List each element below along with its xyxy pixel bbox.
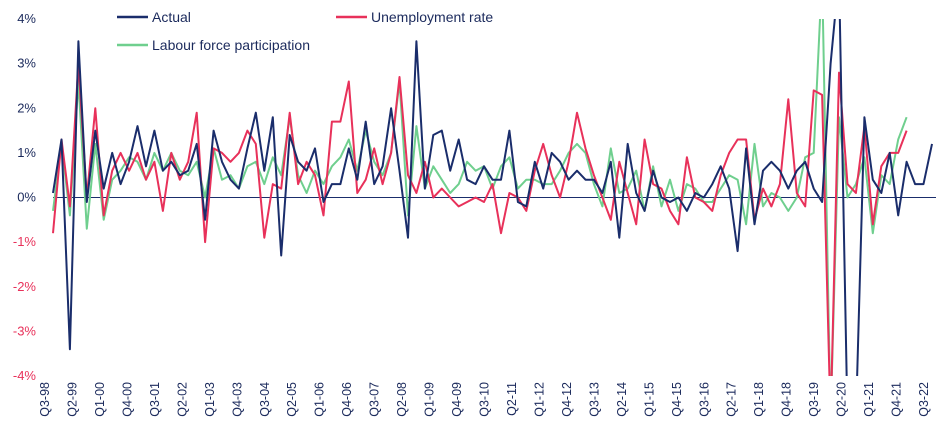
x-tick-label: Q2-05 [285,382,299,417]
x-tick-label: Q1-00 [93,382,107,417]
x-tick-label: Q1-21 [862,382,876,417]
y-axis: 4% 3% 2% 1% 0% -1% -2% -3% -4% [13,11,37,383]
series-layer [52,19,933,376]
x-tick-label: Q1-15 [642,382,656,417]
x-tick-label: Q4-03 [230,382,244,417]
y-tick-label: -3% [13,323,37,338]
x-tick-label: Q4-12 [560,382,574,417]
x-tick-label: Q3-13 [587,382,601,417]
y-tick-label: 0% [17,190,36,205]
x-tick-label: Q4-00 [120,382,134,417]
x-tick-label: Q4-15 [670,382,684,417]
x-tick-label: Q1-18 [752,382,766,417]
legend-label-actual: Actual [152,9,191,25]
x-tick-label: Q2-02 [175,382,189,417]
y-tick-label: -4% [13,368,37,383]
x-tick-label: Q2-14 [615,382,629,417]
x-tick-label: Q1-06 [313,382,327,417]
x-tick-label: Q3-16 [697,382,711,417]
x-tick-label: Q2-20 [835,382,849,417]
x-tick-label: Q4-18 [780,382,794,417]
x-tick-label: Q3-01 [148,382,162,417]
legend: Actual Unemployment rate Labour force part… [117,9,493,53]
x-tick-label: Q4-09 [450,382,464,417]
series-line-actual [52,19,933,376]
x-axis: Q3-98 Q2-99 Q1-00 Q4-00 Q3-01 Q2-02 Q1-03 Q4-03… [38,382,931,417]
y-tick-label: 3% [17,56,36,71]
x-tick-label: Q4-21 [890,382,904,417]
x-tick-label: Q1-09 [423,382,437,417]
legend-label-participation: Labour force participation [152,37,310,53]
x-tick-label: Q4-06 [340,382,354,417]
x-tick-label: Q3-04 [258,382,272,417]
y-tick-label: 4% [17,11,36,26]
x-tick-label: Q2-08 [395,382,409,417]
x-tick-label: Q2-99 [66,382,80,417]
y-tick-label: -1% [13,234,37,249]
x-tick-label: Q1-12 [532,382,546,417]
legend-label-unemployment: Unemployment rate [371,9,493,25]
x-tick-label: Q3-98 [38,382,52,417]
y-tick-label: 1% [17,145,36,160]
x-tick-label: Q2-17 [725,382,739,417]
series-line-participation [52,19,908,376]
x-tick-label: Q3-19 [807,382,821,417]
x-tick-label: Q3-22 [917,382,931,417]
y-tick-label: -2% [13,279,37,294]
y-tick-label: 2% [17,100,36,115]
x-tick-label: Q1-03 [203,382,217,417]
x-tick-label: Q3-07 [368,382,382,417]
series-line-unemployment [52,62,908,376]
x-tick-label: Q3-10 [478,382,492,417]
x-tick-label: Q2-11 [505,382,519,416]
